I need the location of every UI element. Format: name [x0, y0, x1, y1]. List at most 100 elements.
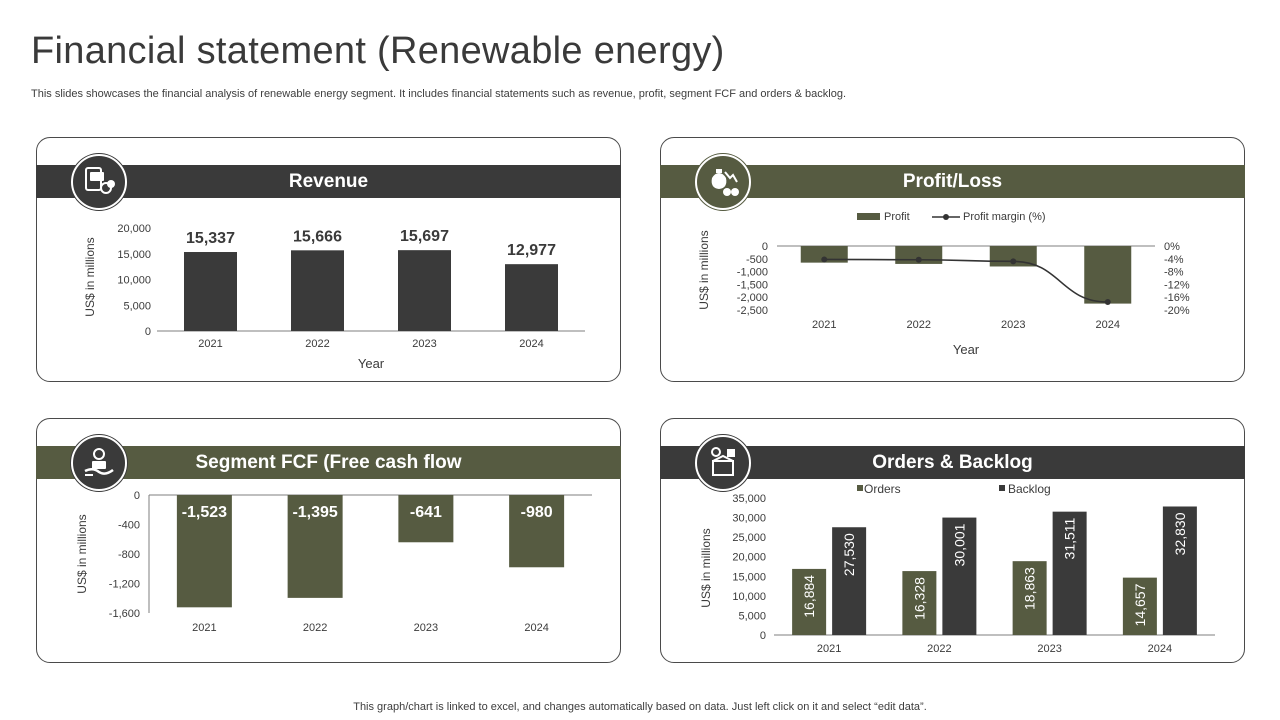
legend-swatch-backlog: [999, 485, 1005, 491]
profit-margin-point: [821, 256, 828, 263]
revenue-bar: [398, 250, 451, 331]
revenue-header: Revenue: [36, 165, 621, 198]
x-axis-title: Year: [953, 342, 980, 357]
y-tick-label: 10,000: [732, 591, 766, 603]
legend-label: Backlog: [1008, 482, 1051, 496]
y-tick-label: 15,000: [117, 249, 151, 261]
data-label: 15,697: [400, 228, 449, 245]
y-tick-label: 5,000: [123, 300, 151, 312]
y-tick-label: 10,000: [117, 275, 151, 287]
x-tick-label: 2023: [1001, 319, 1025, 331]
fcf-bar: [398, 495, 454, 543]
y-tick-label: 25,000: [732, 532, 766, 544]
x-tick-label: 2023: [414, 622, 438, 634]
x-tick-label: 2024: [524, 622, 548, 634]
y-tick-label: 0: [762, 241, 768, 253]
legend-marker-margin: [943, 214, 949, 220]
profit-margin-point: [1104, 299, 1111, 305]
y-tick-label: -800: [118, 549, 140, 561]
x-tick-label: 2021: [198, 338, 222, 350]
y-tick-label: 0: [145, 326, 151, 338]
y2-tick-label: 0%: [1164, 241, 1180, 253]
data-label: 32,830: [1172, 512, 1188, 555]
data-label: 12,977: [507, 242, 556, 259]
y-tick-label: 35,000: [732, 493, 766, 505]
fcf-header: Segment FCF (Free cash flow: [36, 446, 621, 479]
orders-bar: [792, 568, 827, 635]
y-tick-label: -1,000: [737, 267, 768, 279]
profit-chart: Profit Profit margin (%) 0-500-1,000-1,500…: [697, 211, 1190, 357]
y2-tick-label: -12%: [1164, 279, 1190, 291]
data-label: 16,328: [911, 577, 927, 620]
data-label: -1,395: [292, 504, 337, 521]
x-tick-label: 2024: [519, 338, 543, 350]
legend-swatch-profit: [857, 213, 880, 220]
x-tick-label: 2024: [1096, 319, 1120, 331]
revenue-bar: [505, 264, 558, 331]
fcf-panel: Segment FCF (Free cash flow 0 -400 -800 -1,…: [36, 418, 621, 663]
y-tick-label: -2,000: [737, 292, 768, 304]
x-tick-label: 2021: [817, 643, 841, 655]
y2-tick-label: -16%: [1164, 292, 1190, 304]
y-tick-label: 15,000: [732, 571, 766, 583]
box-order-icon: [695, 435, 751, 491]
y-tick-label: 20,000: [117, 223, 151, 235]
orders-header: Orders & Backlog: [660, 446, 1245, 479]
data-label: 30,001: [951, 523, 967, 566]
profit-bar: [800, 246, 848, 263]
y-axis-title: US$ in millions: [699, 528, 713, 607]
data-label: 18,863: [1022, 567, 1038, 610]
backlog-bar: [942, 517, 977, 635]
y-tick-label: -500: [746, 254, 768, 266]
y-tick-label: -1,500: [737, 279, 768, 291]
orders-panel: Orders & Backlog Orders Backlog 0 5,000 10,0…: [660, 418, 1245, 663]
y-axis-title: US$ in millions: [83, 237, 97, 316]
x-tick-label: 2021: [192, 622, 216, 634]
y-tick-label: 30,000: [732, 513, 766, 525]
y-tick-label: -400: [118, 520, 140, 532]
backlog-bar: [1052, 511, 1087, 635]
fcf-bar: [509, 495, 565, 568]
page-subtitle: This slides showcases the financial anal…: [31, 88, 847, 100]
revenue-bar: [291, 250, 344, 331]
revenue-panel: Revenue 0 5,000 10,000 15,000 20,000 15,337 20…: [36, 137, 621, 382]
x-tick-label: 2024: [1148, 643, 1172, 655]
data-label: 14,657: [1132, 583, 1148, 626]
y-tick-label: 5,000: [738, 610, 766, 622]
profit-header: Profit/Loss: [660, 165, 1245, 198]
data-label: 16,884: [801, 575, 817, 618]
data-label: 27,530: [841, 533, 857, 576]
profit-margin-point: [1010, 258, 1017, 265]
page-title: Financial statement (Renewable energy): [31, 30, 725, 72]
x-tick-label: 2022: [927, 643, 951, 655]
y-tick-label: -1,200: [109, 579, 140, 591]
legend-label: Profit margin (%): [963, 211, 1046, 223]
orders-bar: [1012, 561, 1047, 635]
x-tick-label: 2021: [812, 319, 836, 331]
data-label: -980: [521, 504, 553, 521]
y-tick-label: 0: [134, 490, 140, 502]
x-tick-label: 2023: [412, 338, 436, 350]
x-tick-label: 2022: [907, 319, 931, 331]
y-tick-label: 0: [760, 630, 766, 642]
y-tick-label: -2,500: [737, 305, 768, 317]
data-label: 31,511: [1062, 517, 1078, 559]
profit-panel: Profit/Loss Profit Profit margin (%) 0 -500…: [660, 137, 1245, 382]
profit-margin-line: [824, 258, 1108, 303]
y-axis-title: US$ in millions: [75, 514, 89, 593]
y2-tick-label: -20%: [1164, 305, 1190, 317]
data-label: 15,337: [186, 230, 235, 247]
orders-bar: [902, 571, 937, 635]
data-label: 15,666: [293, 228, 342, 245]
y-tick-label: -1,600: [109, 608, 140, 620]
orders-chart: Orders Backlog 0 5,000 10,000 15,000 20,000 25,…: [699, 482, 1215, 655]
y2-tick-label: -8%: [1164, 267, 1184, 279]
y2-tick-label: -4%: [1164, 254, 1184, 266]
legend-label: Profit: [884, 211, 910, 223]
backlog-bar: [1162, 506, 1197, 635]
x-tick-label: 2022: [303, 622, 327, 634]
x-tick-label: 2022: [305, 338, 329, 350]
money-bag-loss-icon: [695, 154, 751, 210]
profit-margin-point: [915, 256, 922, 263]
profit-bar: [1084, 246, 1132, 304]
